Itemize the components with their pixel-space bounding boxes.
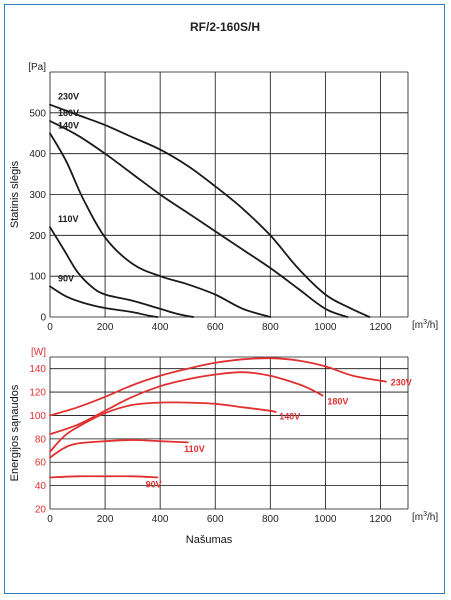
chart-title: RF/2-160S/H [190,20,260,34]
pressure-curve-110v [49,226,195,318]
power-y-unit: [W] [31,347,46,358]
power-ytick-label: 20 [35,505,47,516]
power-curve-180v [49,371,324,436]
power-chart: 20 40 60 80 100 120 140 0 200 400 600 800 1000 1200 [W… [9,347,438,546]
power-xtick-label: 1000 [314,514,337,525]
power-grid [49,356,409,510]
pressure-xtick-label: 800 [262,322,279,333]
pressure-xtick-label: 400 [152,322,169,333]
pressure-y-unit: [Pa] [28,62,46,73]
power-series-label-230v: 230V [391,378,412,388]
power-x-unit: [m3/h] [412,511,438,523]
power-curve-110v [49,439,189,459]
power-xtick-label: 0 [47,514,53,525]
pressure-ytick-label: 500 [29,108,46,119]
power-curve-140v [49,401,277,453]
pressure-series-label-90v: 90V [58,273,74,283]
power-xtick-label: 400 [152,514,169,525]
power-ytick-label: 140 [29,364,46,375]
pressure-series-label-180v: 180V [58,108,79,118]
pressure-curve-180v [49,120,349,318]
pressure-ylabel: Statinis slėgis [9,160,21,228]
power-ytick-label: 40 [35,481,47,492]
pressure-ytick-label: 400 [29,149,46,160]
power-xtick-label: 1200 [369,514,392,525]
power-xtick-label: 200 [97,514,114,525]
power-xtick-label: 600 [207,514,224,525]
power-ylabel: Energijos sąnaudos [9,384,21,481]
power-series-label-90v: 90V [146,479,162,489]
pressure-xtick-label: 0 [47,322,53,333]
pressure-chart: 0 100 200 300 400 500 0 200 400 600 800 1000 1200 [Pa… [9,62,438,333]
power-curve-90v [49,475,159,479]
pressure-curve-140v [49,132,272,318]
pressure-curve-230v [49,103,371,318]
pressure-ytick-label: 300 [29,190,46,201]
power-series-label-180v: 180V [327,396,348,406]
power-xtick-label: 800 [262,514,279,525]
power-xlabel: Našumas [186,534,233,546]
power-ytick-label: 80 [35,434,47,445]
power-curve-230v [49,357,387,417]
pressure-series-label-110v: 110V [58,214,79,224]
pressure-ytick-label: 0 [40,313,46,324]
power-ytick-label: 120 [29,388,46,399]
pressure-xtick-label: 1200 [369,322,392,333]
power-series-label-140v: 140V [279,411,300,421]
pressure-xtick-label: 600 [207,322,224,333]
pressure-ytick-label: 100 [29,272,46,283]
pressure-curve-90v [49,285,159,318]
pressure-xtick-label: 1000 [314,322,337,333]
pressure-x-unit: [m3/h] [412,319,438,331]
power-ytick-label: 100 [29,411,46,422]
pressure-series-label-140v: 140V [58,120,79,130]
power-series-label-110v: 110V [184,444,205,454]
pressure-grid [49,71,409,318]
pressure-ytick-label: 200 [29,231,46,242]
pressure-xtick-label: 200 [97,322,114,333]
power-ytick-label: 60 [35,458,47,469]
pressure-series-label-230v: 230V [58,92,79,102]
